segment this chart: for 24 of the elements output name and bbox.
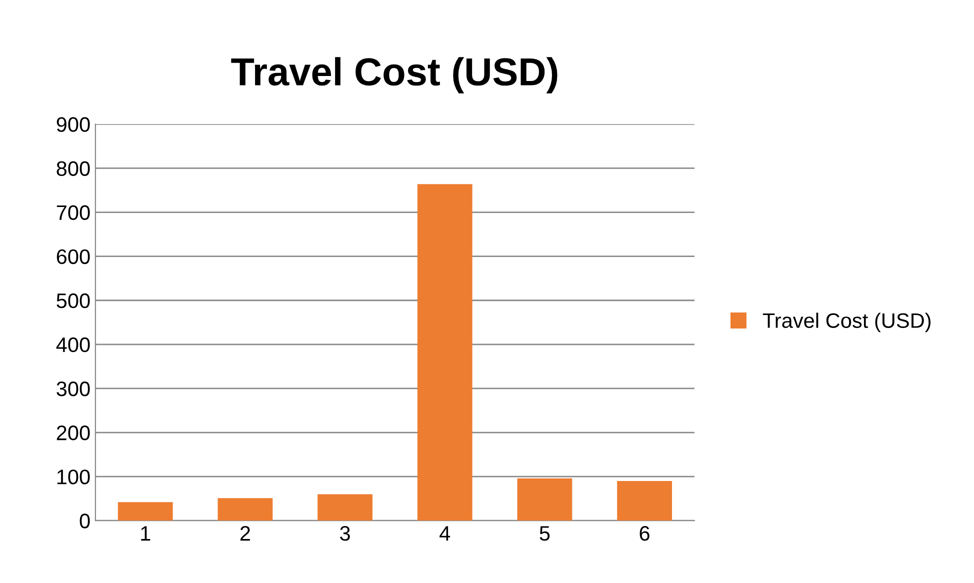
bar — [617, 480, 672, 521]
x-tick-label: 6 — [640, 526, 650, 541]
y-tick-label: 900 — [56, 117, 90, 132]
bar — [118, 502, 173, 521]
x-tick-label: 2 — [240, 526, 250, 541]
bar — [318, 494, 372, 521]
legend-label: Travel Cost (USD) — [762, 312, 931, 332]
bar — [517, 478, 572, 521]
y-tick-label: 800 — [56, 161, 90, 176]
y-tick-label: 700 — [56, 205, 90, 220]
y-tick-label: 200 — [56, 426, 90, 440]
x-tick-label: 1 — [141, 526, 150, 541]
bar — [218, 498, 273, 521]
y-tick-label: 400 — [56, 337, 90, 352]
bar — [417, 184, 472, 521]
y-tick-label: 600 — [56, 249, 90, 264]
y-tick-label: 0 — [80, 514, 90, 528]
x-tick-label: 3 — [340, 526, 350, 541]
y-tick-label: 100 — [57, 470, 90, 484]
y-tick-label: 300 — [56, 381, 90, 396]
chart-title: Travel Cost (USD) — [231, 57, 558, 94]
y-tick-label: 500 — [56, 293, 90, 308]
x-tick-label: 5 — [540, 526, 550, 541]
x-tick-label: 4 — [440, 526, 450, 541]
